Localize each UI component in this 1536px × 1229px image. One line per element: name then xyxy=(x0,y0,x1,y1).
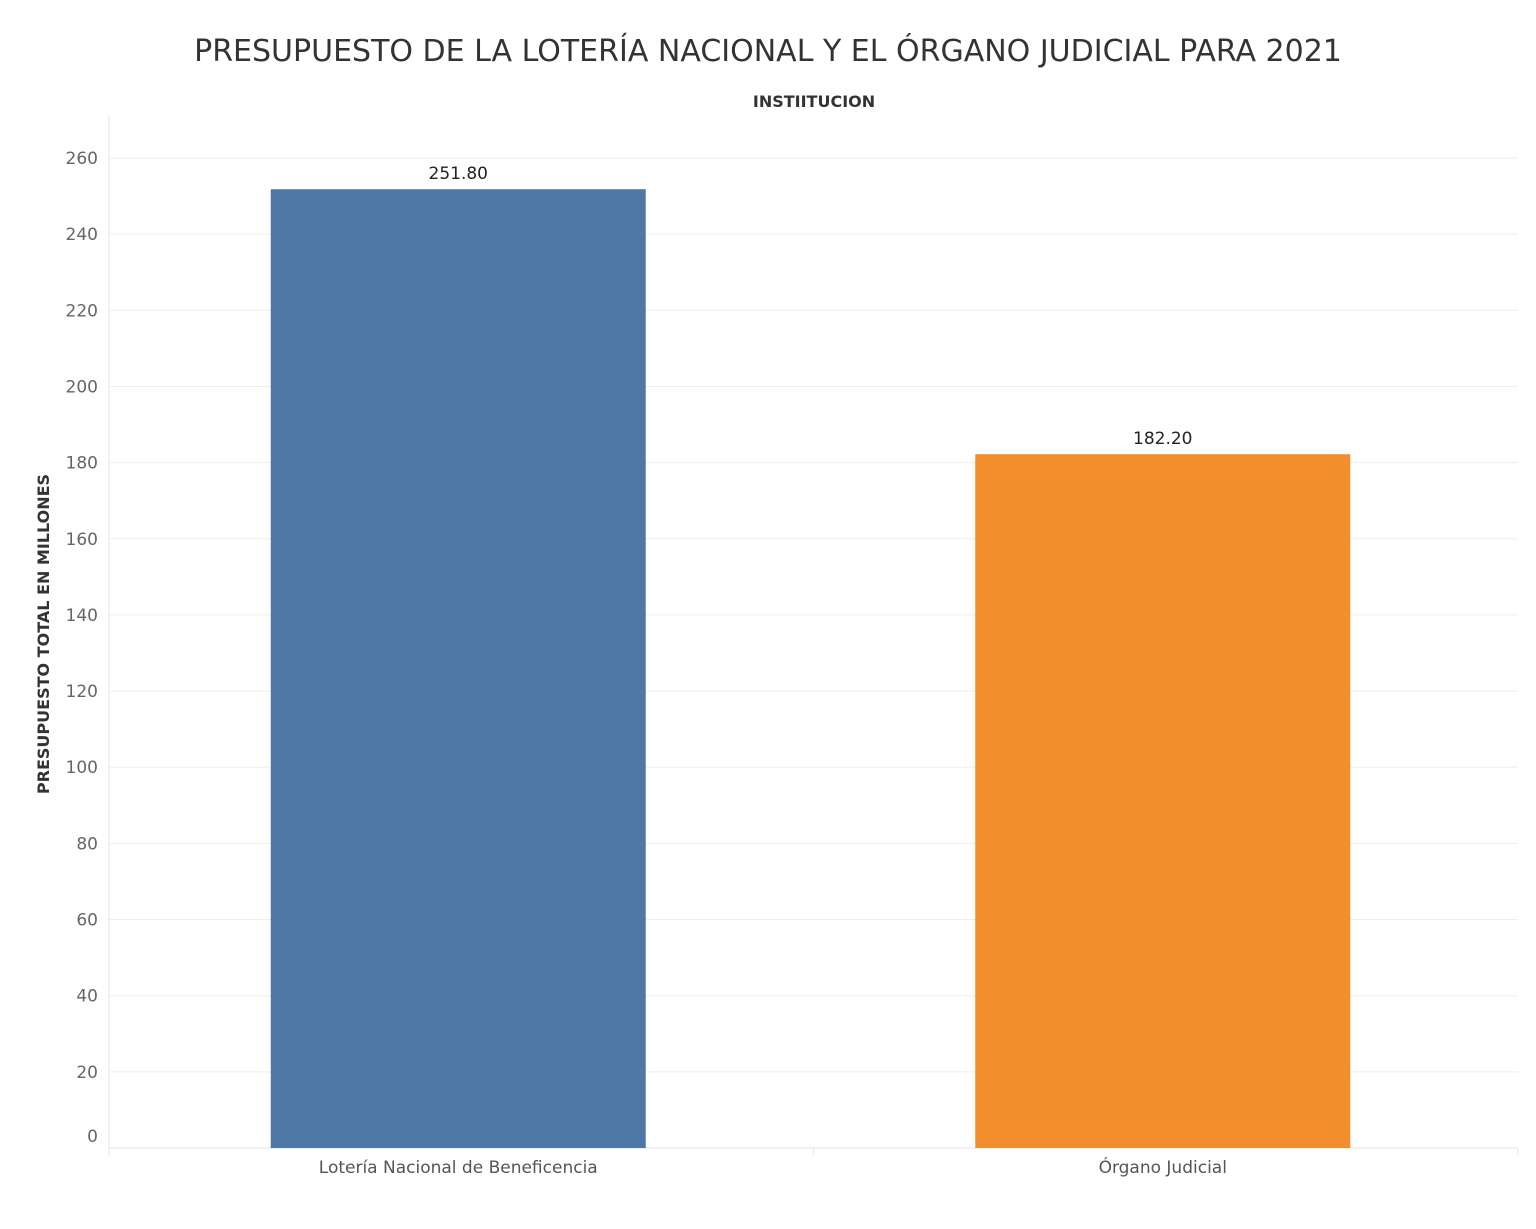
data-label: 251.80 xyxy=(429,164,488,184)
y-tick-label: 160 xyxy=(66,530,98,550)
y-tick-label: 220 xyxy=(66,301,98,321)
y-tick-label: 0 xyxy=(87,1127,98,1147)
y-tick-label: 180 xyxy=(66,454,98,474)
x-tick-label: Órgano Judicial xyxy=(1099,1156,1227,1178)
y-tick-label: 140 xyxy=(66,606,98,626)
y-axis-label: PRESUPUESTO TOTAL EN MILLONES xyxy=(34,474,53,794)
y-tick-label: 80 xyxy=(76,834,98,854)
y-tick-label: 60 xyxy=(76,911,98,931)
column-header: INSTIITUCION xyxy=(753,92,875,111)
y-tick-label: 120 xyxy=(66,682,98,702)
y-tick-label: 100 xyxy=(66,758,98,778)
y-tick-label: 40 xyxy=(76,987,98,1007)
y-tick-label: 260 xyxy=(66,149,98,169)
bars xyxy=(270,189,1351,1148)
labels: 0 20 40 60 80 100 120 140 160 180 200 220 240 260 251.… xyxy=(66,149,1227,1178)
y-tick-label: 240 xyxy=(66,225,98,245)
y-tick-label: 200 xyxy=(66,377,98,397)
bar xyxy=(270,189,646,1148)
y-tick-label: 20 xyxy=(76,1063,98,1083)
chart-title: PRESUPUESTO DE LA LOTERÍA NACIONAL Y EL … xyxy=(194,32,1342,69)
bar xyxy=(975,454,1351,1148)
x-tick-label: Lotería Nacional de Beneficencia xyxy=(319,1158,598,1178)
data-label: 182.20 xyxy=(1133,429,1192,449)
